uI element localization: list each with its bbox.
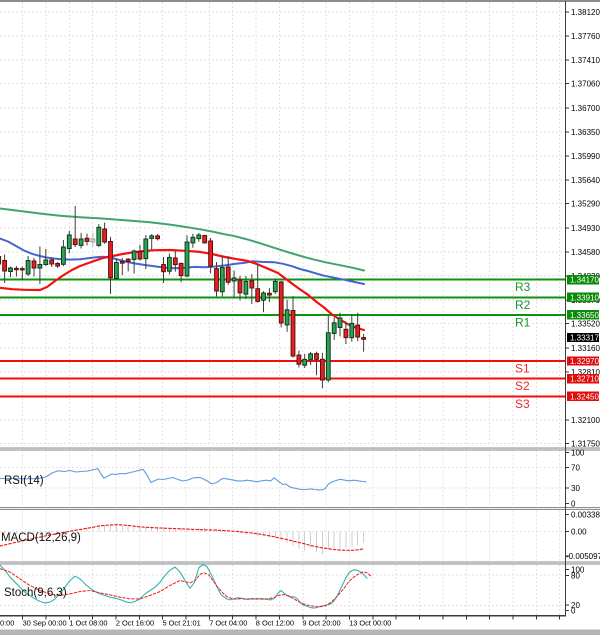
- svg-text:1.37410: 1.37410: [571, 56, 600, 65]
- svg-text:70: 70: [571, 464, 580, 473]
- svg-text:RSI(14): RSI(14): [4, 475, 44, 487]
- svg-text:30 Sep 00:00: 30 Sep 00:00: [23, 619, 67, 628]
- svg-text:80: 80: [571, 572, 580, 581]
- svg-text:0.00: 0.00: [571, 528, 587, 537]
- svg-text:Stoch(9,6,3): Stoch(9,6,3): [4, 587, 67, 599]
- svg-text:9 Oct 20:00: 9 Oct 20:00: [302, 619, 340, 628]
- svg-text:0: 0: [571, 606, 576, 615]
- svg-text:S1: S1: [515, 362, 530, 376]
- svg-text:1.32450: 1.32450: [570, 392, 599, 401]
- svg-text:1.32710: 1.32710: [570, 375, 599, 384]
- svg-text:1.38120: 1.38120: [571, 8, 600, 17]
- svg-text:1.37760: 1.37760: [571, 32, 600, 41]
- svg-text:S3: S3: [515, 397, 530, 411]
- svg-text:20: 20: [571, 601, 580, 610]
- svg-text:S2: S2: [515, 379, 530, 393]
- svg-text:5 Oct 21:01: 5 Oct 21:01: [163, 619, 201, 628]
- svg-text:MACD(12,26,9): MACD(12,26,9): [1, 532, 81, 544]
- svg-text:0:00: 0:00: [0, 619, 14, 628]
- svg-text:1.36350: 1.36350: [571, 128, 600, 137]
- svg-text:R1: R1: [515, 315, 531, 329]
- svg-text:13 Oct 00:00: 13 Oct 00:00: [349, 619, 391, 628]
- svg-text:1.33160: 1.33160: [571, 344, 600, 353]
- svg-text:0.00338: 0.00338: [571, 511, 600, 520]
- svg-text:R3: R3: [515, 280, 531, 294]
- svg-text:30: 30: [571, 484, 580, 493]
- svg-text:2 Oct 16:00: 2 Oct 16:00: [116, 619, 154, 628]
- svg-text:1.33910: 1.33910: [570, 293, 599, 302]
- svg-text:1.33650: 1.33650: [570, 311, 599, 320]
- svg-text:1.35640: 1.35640: [571, 176, 600, 185]
- svg-text:-0.005097: -0.005097: [566, 552, 600, 561]
- svg-text:1.32810: 1.32810: [571, 368, 600, 377]
- svg-text:1.34930: 1.34930: [571, 224, 600, 233]
- svg-text:1.34580: 1.34580: [571, 248, 600, 257]
- svg-text:1.31750: 1.31750: [571, 440, 600, 449]
- svg-text:1.36700: 1.36700: [571, 104, 600, 113]
- svg-text:1.35990: 1.35990: [571, 152, 600, 161]
- svg-text:1.34170: 1.34170: [570, 276, 599, 285]
- svg-text:0: 0: [571, 500, 576, 509]
- svg-text:100: 100: [571, 565, 585, 574]
- svg-text:1.37060: 1.37060: [571, 80, 600, 89]
- svg-text:100: 100: [571, 449, 585, 458]
- svg-text:7 Oct 04:00: 7 Oct 04:00: [209, 619, 247, 628]
- svg-text:1.32100: 1.32100: [571, 416, 600, 425]
- svg-text:1.33520: 1.33520: [571, 320, 600, 329]
- svg-text:8 Oct 12:00: 8 Oct 12:00: [256, 619, 294, 628]
- svg-text:1.32970: 1.32970: [570, 357, 599, 366]
- svg-text:1 Oct 08:00: 1 Oct 08:00: [69, 619, 107, 628]
- svg-text:R2: R2: [515, 298, 531, 312]
- svg-text:1.33317: 1.33317: [570, 334, 599, 343]
- svg-text:1.35290: 1.35290: [571, 200, 600, 209]
